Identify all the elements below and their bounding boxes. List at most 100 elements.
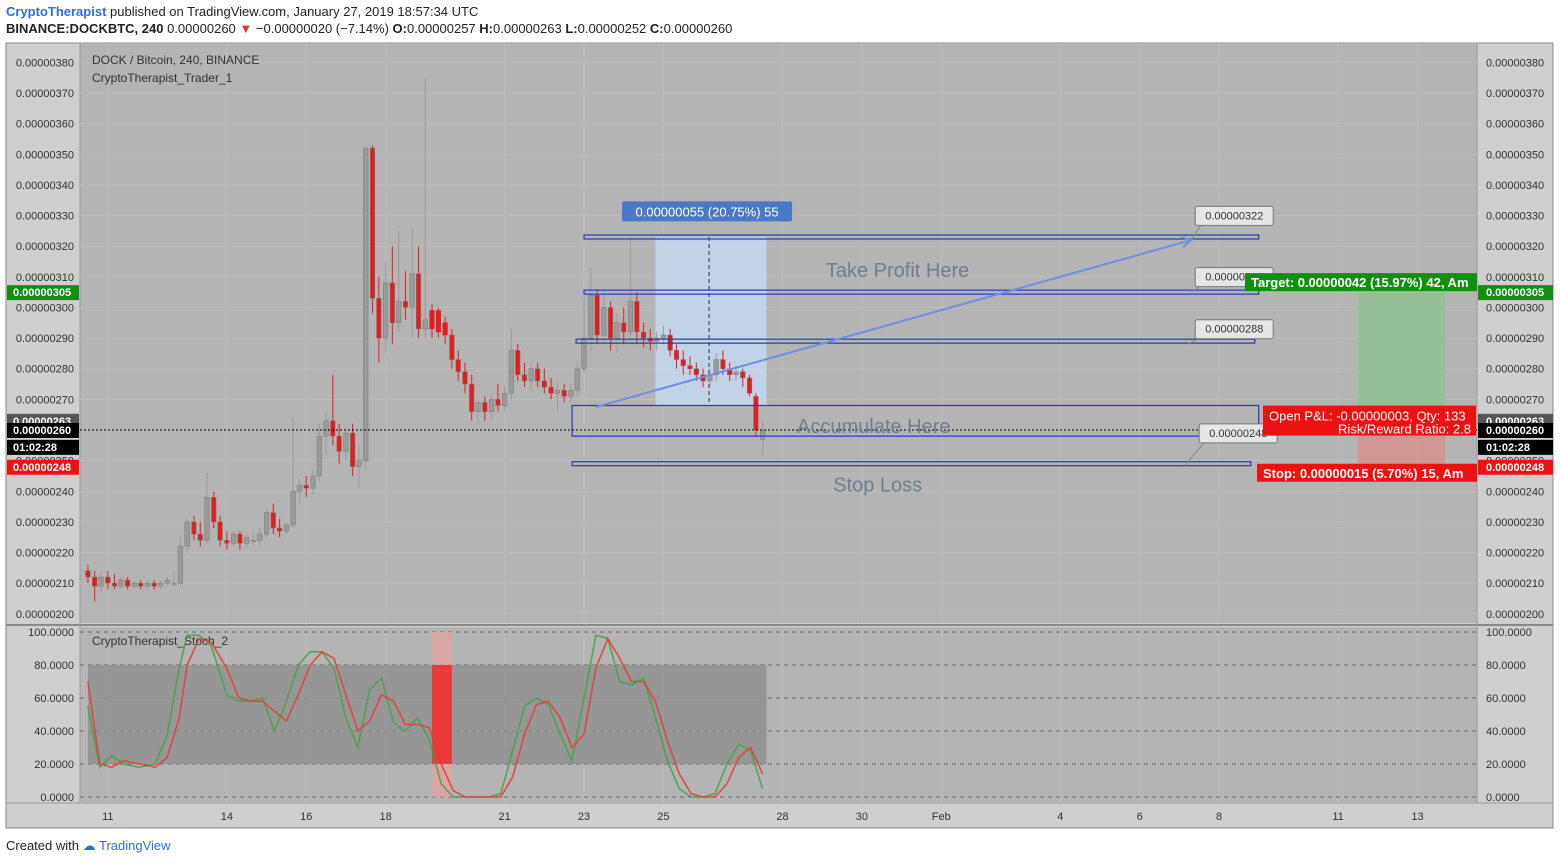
stoch-tick-left: 0.0000 (40, 792, 74, 804)
candle-body (740, 371, 746, 379)
price-change: −0.00000020 (−7.14%) (255, 21, 389, 36)
x-tick-label: 23 (578, 811, 590, 823)
candle-body (197, 533, 203, 541)
price-tag-right-text: 01:02:28 (1486, 442, 1530, 454)
candle-body (515, 350, 521, 376)
y-tick-right: 0.00000200 (1486, 609, 1544, 621)
candle-body (224, 540, 230, 544)
close-value: 0.00000260 (663, 21, 733, 36)
position-profit-zone[interactable] (1357, 292, 1446, 421)
resistance-line[interactable] (575, 338, 1256, 344)
candle-body (323, 420, 329, 437)
y-tick-right: 0.00000370 (1486, 88, 1544, 100)
candle-body (383, 282, 389, 339)
tradingview-link[interactable]: TradingView (99, 838, 171, 853)
take-profit-bottom-line[interactable] (583, 289, 1260, 295)
close-label: C: (649, 21, 664, 36)
candle-body (277, 527, 283, 532)
candle-body (204, 497, 210, 541)
x-tick-label: 25 (657, 811, 669, 823)
candle-body (733, 371, 739, 376)
y-tick-right: 0.00000210 (1486, 578, 1544, 590)
y-tick-left: 0.00000320 (16, 241, 74, 253)
y-tick-left: 0.00000350 (16, 149, 74, 161)
candle-body (92, 576, 98, 587)
accumulate-text[interactable]: Accumulate Here (797, 416, 950, 438)
candle-body (138, 582, 144, 587)
candle-body (568, 389, 574, 397)
target-label-bg (1245, 273, 1477, 292)
callout-resistance[interactable]: 0.00000288 (1187, 319, 1274, 345)
candle-body (554, 389, 561, 394)
candle-body (746, 377, 753, 394)
candle-body (660, 334, 666, 339)
target-label: Target: 0.00000042 (15.97%) 42, Am (1251, 275, 1469, 290)
candle-body (177, 546, 183, 584)
take-profit-text[interactable]: Take Profit Here (826, 260, 969, 282)
accumulate-box[interactable] (571, 404, 1260, 437)
candle-body (588, 294, 594, 339)
candle-body (422, 319, 428, 330)
candle-body (237, 533, 243, 544)
open-label: O: (392, 21, 407, 36)
candle-body (369, 147, 376, 299)
callout-stop-loss[interactable]: 0.00000248 (1182, 423, 1278, 468)
stop-loss-line[interactable] (571, 461, 1252, 467)
x-tick-label: 28 (776, 811, 788, 823)
candle-body (316, 435, 322, 477)
candle-body (442, 322, 448, 336)
created-with-text: Created with (6, 838, 79, 853)
author-link[interactable]: CryptoTherapist (6, 4, 107, 19)
callout-tp-top-text: 0.00000322 (1205, 210, 1263, 222)
price-tag-left-text: 01:02:28 (13, 442, 57, 454)
price-tag-left-text: 0.00000260 (13, 425, 71, 437)
candle-body (680, 359, 686, 366)
tradingview-logo-icon: ☁ (82, 838, 96, 853)
candle-body (409, 273, 415, 308)
y-tick-right: 0.00000270 (1486, 394, 1544, 406)
x-tick-label: 14 (221, 811, 233, 823)
low-label: L: (565, 21, 578, 36)
trend-arrow[interactable] (595, 239, 1192, 408)
stoch-tick-left: 40.0000 (34, 726, 74, 738)
candle-body (475, 402, 481, 412)
callout-tp-top[interactable]: 0.00000322 (1190, 205, 1274, 241)
footer: Created with ☁ TradingView (6, 838, 171, 854)
y-tick-right: 0.00000310 (1486, 272, 1544, 284)
x-tick-label: Feb (932, 811, 951, 823)
symbol-label: BINANCE:DOCKBTC, 240 (6, 21, 164, 36)
stop-label: Stop: 0.00000015 (5.70%) 15, Am (1263, 466, 1463, 481)
candle-body (244, 536, 250, 544)
candle-body (85, 570, 91, 578)
candle-body (191, 521, 197, 535)
main-pane-title: DOCK / Bitcoin, 240, BINANCE (92, 53, 259, 67)
stoch-tick-left: 20.0000 (34, 759, 74, 771)
candle-body (217, 521, 223, 541)
price-tag-left (7, 285, 79, 301)
stoch-tick-right: 40.0000 (1486, 726, 1526, 738)
stop-loss-text[interactable]: Stop Loss (833, 474, 922, 496)
price-tag-left-text: 0.00000305 (13, 287, 71, 299)
candle-body (283, 524, 289, 532)
candle-body (402, 301, 409, 308)
candle-body (521, 374, 528, 382)
price-tag-right (1478, 285, 1553, 301)
candle-body (561, 389, 567, 397)
high-value: 0.00000263 (493, 21, 562, 36)
price-tag-right (1478, 459, 1553, 475)
candle-body (621, 322, 627, 333)
stoch-band (87, 664, 767, 765)
candle-body (396, 301, 402, 324)
price-tag-left (7, 423, 79, 438)
y-tick-left: 0.00000310 (16, 272, 74, 284)
candle-body (601, 307, 607, 336)
candle-body (429, 310, 435, 330)
candle-body (687, 365, 693, 369)
candle-body (508, 350, 514, 394)
open-value: 0.00000257 (406, 21, 476, 36)
price-tag-right (1478, 423, 1553, 438)
y-tick-right: 0.00000220 (1486, 548, 1544, 560)
callout-stop-loss-text: 0.00000248 (1209, 428, 1267, 440)
take-profit-top-line[interactable] (583, 234, 1260, 240)
